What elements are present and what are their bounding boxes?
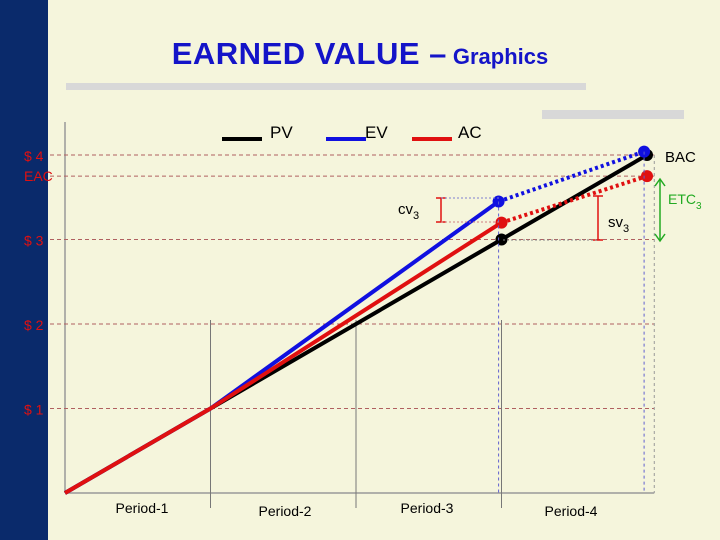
page-title: EARNED VALUE – Graphics [0, 36, 720, 72]
annotation-text: ETC [668, 191, 696, 207]
series-forecast-pv [500, 153, 649, 242]
corner-bar [542, 110, 684, 119]
y-tick-label: $ 1 [24, 402, 44, 418]
y-tick-label: $ 4 [24, 148, 44, 164]
y-tick-label: $ 3 [24, 233, 44, 249]
legend-label-ac: AC [458, 123, 482, 142]
point-pv [495, 233, 508, 246]
annotation-cv: cv3 [398, 201, 419, 222]
point-end-ac [641, 170, 653, 183]
eac-label: EAC [24, 168, 53, 184]
title-sub: Graphics [452, 44, 549, 69]
etc-arrow-top [654, 177, 666, 187]
x-tick-label: Period-2 [259, 503, 312, 519]
series-line-ev [63, 199, 500, 495]
series-forecast-ev [497, 149, 645, 204]
annotation-subscript: 3 [413, 210, 419, 222]
legend-label-pv: PV [270, 123, 293, 142]
annotation-text: sv [608, 214, 624, 231]
x-tick-label: Period-3 [401, 500, 454, 516]
x-tick-label: Period-4 [545, 503, 598, 519]
etc-arrow-bottom [654, 233, 666, 243]
point-ac [495, 216, 508, 229]
series-forecast-ac [500, 174, 648, 225]
y-tick-label: $ 2 [24, 317, 44, 333]
accent-stripe [0, 0, 48, 540]
annotation-subscript: 3 [623, 223, 629, 235]
legend-label-ev: EV [365, 123, 388, 142]
series-line-ac [63, 220, 503, 495]
bac-label: BAC [665, 149, 696, 166]
annotation-sv: sv3 [608, 214, 629, 235]
title-underline-bar [66, 83, 586, 90]
x-tick-label: Period-1 [116, 500, 169, 516]
annotation-subscript: 3 [696, 201, 702, 212]
annotation-etc: ETC3 [668, 191, 702, 212]
annotation-text: cv [398, 201, 414, 218]
title-main: EARNED VALUE – [171, 36, 447, 71]
